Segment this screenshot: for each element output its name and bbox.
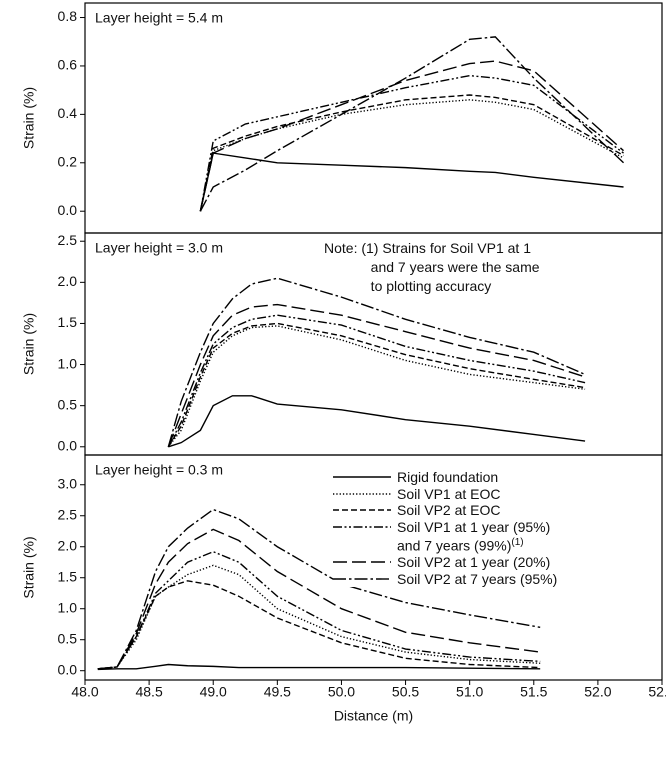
- series-line: [167, 314, 586, 448]
- y-tick-label: 2.0: [58, 273, 78, 289]
- series-line: [199, 94, 624, 212]
- x-tick-label: 50.5: [392, 684, 419, 700]
- panel-annotation: Layer height = 3.0 m: [95, 240, 223, 256]
- x-tick-label: 51.5: [520, 684, 547, 700]
- legend-entry: Soil VP2 at 1 year (20%): [333, 554, 557, 571]
- y-tick-label: 0.5: [58, 396, 78, 412]
- y-tick-label: 2.5: [58, 506, 78, 522]
- legend-text: Soil VP1 at 1 year (95%) and 7 years (99…: [397, 518, 551, 554]
- series-line: [97, 580, 541, 670]
- series-line: [199, 74, 624, 212]
- y-tick-label: 0.4: [58, 105, 78, 121]
- x-tick-label: 49.5: [264, 684, 291, 700]
- series-line: [167, 322, 586, 448]
- series-line: [167, 325, 586, 448]
- legend-label: Soil VP2 at 1 year (20%): [397, 554, 550, 571]
- legend-entry: Soil VP1 at 1 year (95%) and 7 years (99…: [333, 519, 557, 555]
- y-tick-label: 2.5: [58, 232, 78, 248]
- legend-text: Soil VP2 at 7 years (95%): [397, 570, 558, 587]
- legend-label: Rigid foundation: [397, 469, 498, 486]
- series-line: [199, 36, 625, 212]
- note: Note: (1) Strains for Soil VP1 at 1 and …: [324, 240, 540, 294]
- legend-swatch: [333, 577, 391, 580]
- legend-text: Rigid foundation: [397, 469, 499, 485]
- legend-label: Soil VP1 at 1 year (95%) and 7 years (99…: [397, 519, 550, 555]
- y-tick-label: 1.0: [58, 599, 78, 615]
- legend-swatch: [333, 476, 391, 478]
- y-tick-label: 1.0: [58, 355, 78, 371]
- y-tick-label: 3.0: [58, 475, 78, 491]
- y-axis-label: Strain (%): [21, 313, 37, 375]
- plot-frame: [84, 454, 663, 681]
- y-tick-label: 0.5: [58, 630, 78, 646]
- x-tick-label: 52.0: [584, 684, 611, 700]
- x-tick-label: 52.5: [648, 684, 666, 700]
- x-tick-label: 51.0: [456, 684, 483, 700]
- series-line: [168, 395, 586, 448]
- legend-swatch: [333, 509, 391, 511]
- legend: Rigid foundation Soil VP1 at EOC Soil VP2 …: [333, 469, 558, 588]
- y-tick-label: 0.0: [58, 202, 78, 218]
- legend-text: Soil VP1 at EOC: [397, 485, 501, 502]
- y-axis-label: Strain (%): [21, 536, 37, 598]
- x-tick-label: 49.0: [200, 684, 227, 700]
- legend-entry: Rigid foundation: [333, 469, 557, 486]
- y-tick-label: 0.0: [58, 437, 78, 453]
- y-axis-label: Strain (%): [21, 87, 37, 149]
- x-tick-label: 48.5: [135, 684, 162, 700]
- x-tick-label: 50.0: [328, 684, 355, 700]
- series-line: [97, 550, 541, 670]
- legend-label: Soil VP2 at 7 years (95%): [397, 571, 557, 588]
- panel-annotation: Layer height = 5.4 m: [95, 10, 223, 26]
- series-line: [167, 277, 586, 447]
- series-line: [97, 663, 541, 671]
- legend-entry: Soil VP2 at EOC: [333, 502, 557, 519]
- legend-label: Soil VP1 at EOC: [397, 486, 501, 503]
- x-tick-label: 48.0: [71, 684, 98, 700]
- legend-superscript: (1): [511, 537, 524, 548]
- y-tick-label: 1.5: [58, 568, 78, 584]
- series-line: [199, 99, 624, 212]
- series-line: [97, 528, 541, 670]
- legend-swatch: [333, 492, 391, 495]
- x-axis-label: Distance (m): [334, 708, 413, 724]
- series-line: [167, 303, 586, 448]
- y-tick-label: 0.6: [58, 57, 78, 73]
- panel-annotation: Layer height = 0.3 m: [95, 462, 223, 478]
- legend-swatch: [333, 525, 391, 528]
- legend-entry: Soil VP1 at EOC: [333, 486, 557, 503]
- series-line: [97, 564, 541, 670]
- legend-text: Soil VP2 at 1 year (20%): [397, 554, 551, 571]
- legend-label: Soil VP2 at EOC: [397, 502, 501, 519]
- legend-swatch: [333, 561, 391, 563]
- y-tick-label: 0.8: [58, 8, 78, 24]
- legend-entry: Soil VP2 at 7 years (95%): [333, 571, 557, 588]
- y-tick-label: 1.5: [58, 314, 78, 330]
- legend-text: Soil VP2 at EOC: [397, 502, 501, 518]
- y-tick-label: 0.2: [58, 153, 78, 169]
- series-line: [97, 508, 541, 670]
- y-tick-label: 0.0: [58, 661, 78, 677]
- series-line: [199, 60, 624, 212]
- series-line: [199, 152, 624, 212]
- y-tick-label: 2.0: [58, 537, 78, 553]
